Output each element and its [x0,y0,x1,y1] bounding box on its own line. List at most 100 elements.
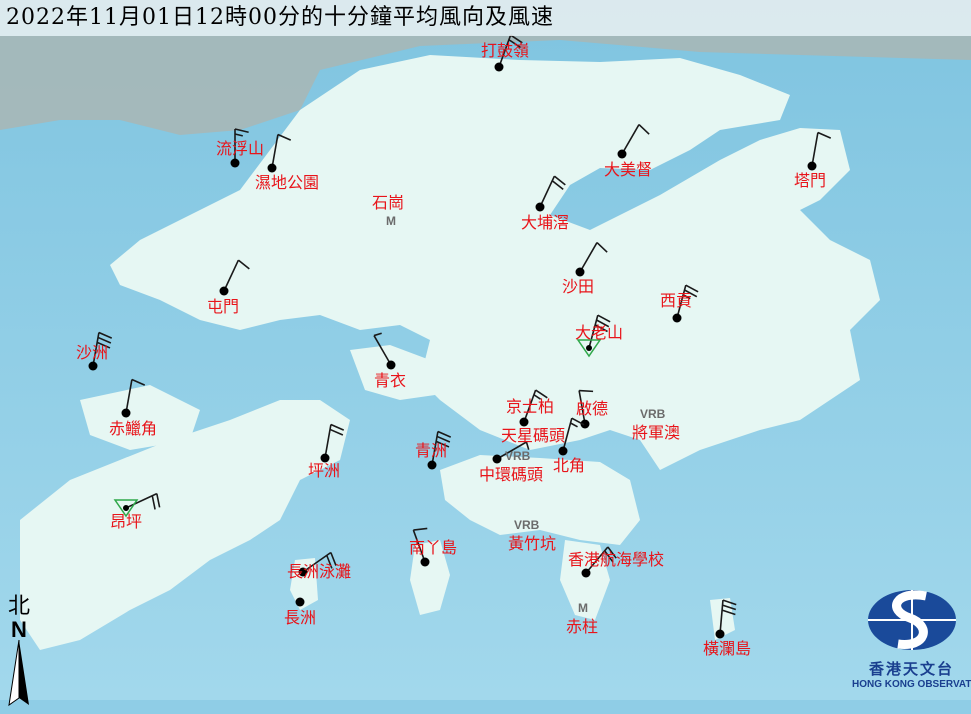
wind-barb-feather [96,341,111,349]
wind-barb-feather [596,241,608,253]
station-label: 香港航海學校 [568,550,665,569]
wind-barb-feather [326,555,333,569]
area-label: 石崗 [372,193,405,212]
station-label: 南丫島 [409,538,458,557]
wind-barb-feather [722,604,737,611]
wind-barb-feather [594,324,608,333]
wind-barb-feather [551,180,564,191]
wind-barb-feather [373,332,382,337]
station-label: 沙田 [562,277,595,296]
north-arrow-icon [8,639,29,707]
wind-barb-shaft [125,379,133,414]
station-label: 流浮山 [216,139,265,158]
station-label: 大美督 [604,160,653,179]
lamma-island [410,540,450,615]
station-label: 打鼓嶺 [481,41,530,60]
station-label: 京士柏 [506,397,555,416]
wind-barb-feather [436,435,451,443]
station-dot [298,567,308,577]
station-label: 青洲 [415,441,448,460]
hko-logo: 香港天文台 HONG KONG OBSERVATORY [852,588,971,690]
wind-barb-feather [570,422,578,428]
wind-barb-feather [553,175,566,186]
hko-logo-icon [867,590,956,650]
wind-barb-feather [510,34,523,44]
lantau-island [20,400,350,650]
wind-barb-feather [571,417,585,426]
station-label: 屯門 [207,297,240,316]
station-dot [575,267,585,277]
station-dot [715,629,725,639]
wind-barb-feather [156,493,161,508]
wind-barb-shaft [578,390,586,425]
station-dot [617,149,627,159]
wind-barb-feather [817,131,832,139]
wind-barb-feather [329,428,344,436]
wind-barb-feather [277,133,292,141]
wind-barb-feather [721,609,736,616]
station-dot [492,454,502,464]
cheung-chau [290,558,318,610]
wind-barb-feather [98,331,113,339]
variable-wind-marker: VRB [640,407,666,421]
north-letter: N [11,617,27,642]
station-dot [295,597,305,607]
station-dot [672,313,682,323]
missing-data-marker: M [578,601,588,615]
station-label: 天星碼頭 [501,426,566,445]
station-label: 坪洲 [308,461,341,480]
area-label: 黃竹坑 [508,534,557,553]
logo-text-en: HONG KONG OBSERVATORY [852,679,971,690]
station-label: 赤鱲角 [109,419,158,438]
wind-barb-shaft [579,242,598,273]
station-dot [494,62,504,72]
station-label: 西貢 [660,291,693,310]
variable-wind-marker: VRB [514,518,540,532]
station-dot [420,557,430,567]
wind-barb-feather [508,39,522,49]
wind-barb-feather [533,394,542,400]
wind-barb-feather [603,550,614,563]
area-label: 赤柱 [566,617,599,636]
station-dot [123,505,129,511]
station-label: 中環碼頭 [479,465,544,484]
wind-barb-feather [234,133,243,137]
station-label: 北角 [553,456,586,475]
wind-barb-feather [437,430,452,438]
wind-barb-feather [131,378,146,386]
wind-barb-feather [607,546,617,559]
station-dot [807,161,817,171]
station-label: 大老山 [575,323,624,342]
station-label: 濕地公園 [255,173,320,192]
wind-barb-shaft [373,335,392,366]
wind-barb-shaft [496,441,527,460]
station-label: 青衣 [374,371,407,390]
new-territories-kowloon [110,55,880,470]
wind-barb-feather [330,423,345,431]
wind-barb-shaft [223,259,240,292]
station-dot [558,446,568,456]
wind-barb-feather [413,527,428,531]
logo-text-zh: 香港天文台 [868,660,954,678]
tsing-yi [350,345,435,400]
station-dot [580,419,590,429]
station-dot [535,202,545,212]
station-triangle-marker [113,499,139,518]
station-label: 橫瀾島 [703,639,752,658]
station-label: 大埔滘 [521,213,570,232]
north-arrow: 北 N [4,588,34,714]
waglan-island [710,598,735,640]
wind-barb-feather [237,259,250,270]
wind-barb-feather [596,319,610,328]
area-label: 將軍澳 [632,423,681,442]
wind-barb-feather [722,599,737,606]
wind-barb-feather [638,123,650,135]
station-dot [519,417,529,427]
wind-barb-feather [685,284,699,293]
station-dot [230,158,240,168]
station-label: 沙洲 [76,343,109,362]
station-label: 長洲泳灘 [287,562,352,581]
variable-wind-marker: VRB [505,449,531,463]
wind-barb-shaft [271,134,279,169]
